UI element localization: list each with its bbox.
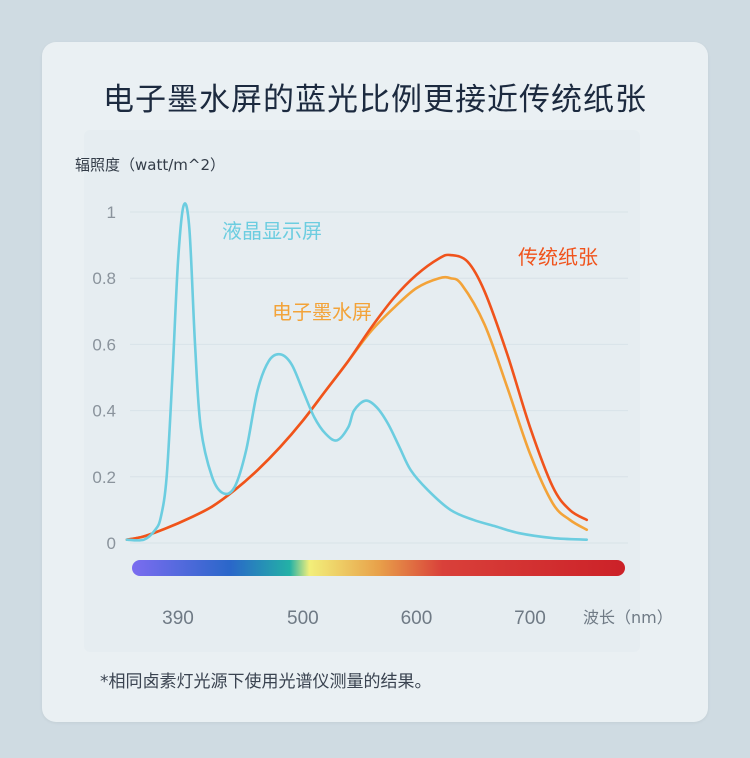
- x-tick-label: 700: [514, 608, 546, 629]
- y-axis-label: 辐照度（watt/m^2）: [75, 156, 226, 174]
- lcd-series-label: 液晶显示屏: [222, 219, 322, 243]
- x-tick-label: 500: [287, 608, 319, 629]
- footnote: *相同卤素灯光源下使用光谱仪测量的结果。: [100, 672, 432, 692]
- eink-series-label: 电子墨水屏: [272, 300, 372, 324]
- y-tick-label: 0.4: [92, 402, 116, 421]
- y-tick-label: 0: [107, 534, 116, 553]
- visible-spectrum-bar: [132, 560, 625, 576]
- paper-series-label: 传统纸张: [518, 245, 598, 269]
- x-tick-label: 390: [162, 608, 194, 629]
- x-axis-label: 波长（nm）: [583, 608, 673, 627]
- paper-series-line: [125, 253, 589, 541]
- y-tick-label: 1: [107, 203, 116, 222]
- y-tick-label: 0.6: [92, 335, 116, 354]
- x-tick-label: 600: [401, 608, 433, 629]
- lcd-series-line: [125, 202, 589, 542]
- chart-title: 电子墨水屏的蓝光比例更接近传统纸张: [103, 82, 647, 118]
- y-tick-label: 0.2: [92, 468, 116, 487]
- y-tick-label: 0.8: [92, 269, 116, 288]
